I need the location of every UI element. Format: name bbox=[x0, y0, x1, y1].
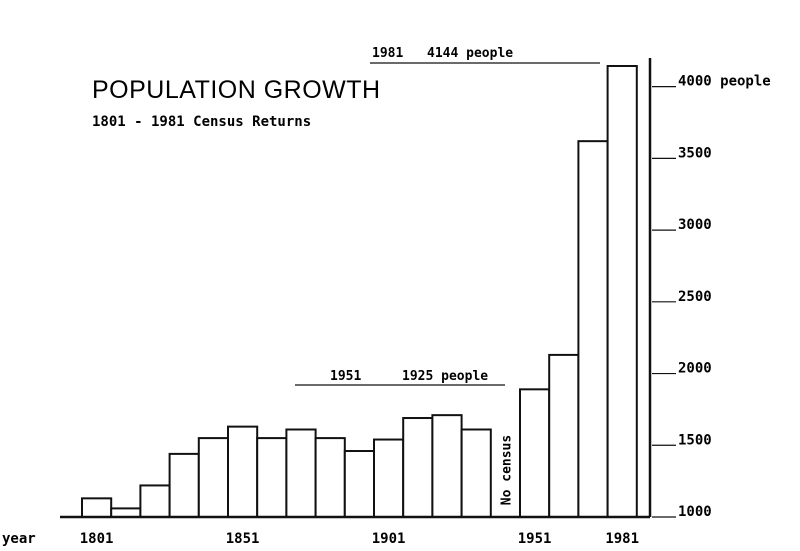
annotation-1981-people: 4144 people bbox=[427, 46, 513, 61]
bar-1821 bbox=[139, 484, 171, 518]
bar-1961 bbox=[548, 353, 580, 518]
annotation-1951-year: 1951 bbox=[330, 369, 361, 384]
annotations-group: 1951 1925 people 1981 4144 people bbox=[295, 46, 600, 386]
bar-1801 bbox=[81, 497, 113, 518]
bar-1871 bbox=[285, 428, 317, 519]
y-tick-label-3000: 3000 bbox=[678, 217, 712, 233]
bar-1861 bbox=[256, 437, 288, 519]
bar-1981 bbox=[606, 65, 638, 518]
chart-title: POPULATION GROWTH bbox=[92, 76, 381, 104]
bar-1971 bbox=[577, 140, 609, 519]
bars-group: No census bbox=[81, 65, 638, 519]
x-ticks-group: year 1801 1851 1901 1951 1981 bbox=[2, 531, 639, 547]
x-tick-label-1851: 1851 bbox=[226, 531, 260, 547]
bar-1881 bbox=[314, 437, 346, 519]
x-tick-label-1981: 1981 bbox=[605, 531, 639, 547]
bar-1851 bbox=[227, 425, 259, 519]
x-axis-label: year bbox=[2, 531, 36, 547]
y-tick-label-1500: 1500 bbox=[678, 432, 712, 448]
y-ticks-group: 4000 people 3500 3000 2500 2000 1500 1000 bbox=[652, 74, 771, 520]
bar-1901 bbox=[373, 438, 405, 519]
bar-1831 bbox=[168, 452, 200, 519]
bar-1841 bbox=[197, 437, 230, 519]
bar-1811 bbox=[110, 507, 142, 518]
bar-1921 bbox=[431, 414, 463, 518]
axes-group bbox=[60, 58, 652, 519]
x-tick-label-1951: 1951 bbox=[518, 531, 552, 547]
y-tick-label-2500: 2500 bbox=[678, 289, 712, 305]
bar-1931 bbox=[460, 428, 492, 519]
bar-1891 bbox=[343, 450, 375, 519]
x-tick-label-1901: 1901 bbox=[372, 531, 406, 547]
bar-1911 bbox=[402, 417, 434, 518]
x-tick-label-1801: 1801 bbox=[80, 531, 114, 547]
chart-subtitle: 1801 - 1981 Census Returns bbox=[92, 114, 311, 130]
no-census-label: No census bbox=[499, 435, 514, 505]
annotation-1951-people: 1925 people bbox=[402, 369, 488, 384]
y-tick-label-3500: 3500 bbox=[678, 145, 712, 161]
y-tick-label-2000: 2000 bbox=[678, 361, 712, 377]
bar-1951 bbox=[519, 388, 551, 518]
annotation-1981-year: 1981 bbox=[372, 46, 403, 61]
y-tick-label-4000: 4000 people bbox=[678, 74, 771, 90]
y-tick-label-1000: 1000 bbox=[678, 504, 712, 520]
